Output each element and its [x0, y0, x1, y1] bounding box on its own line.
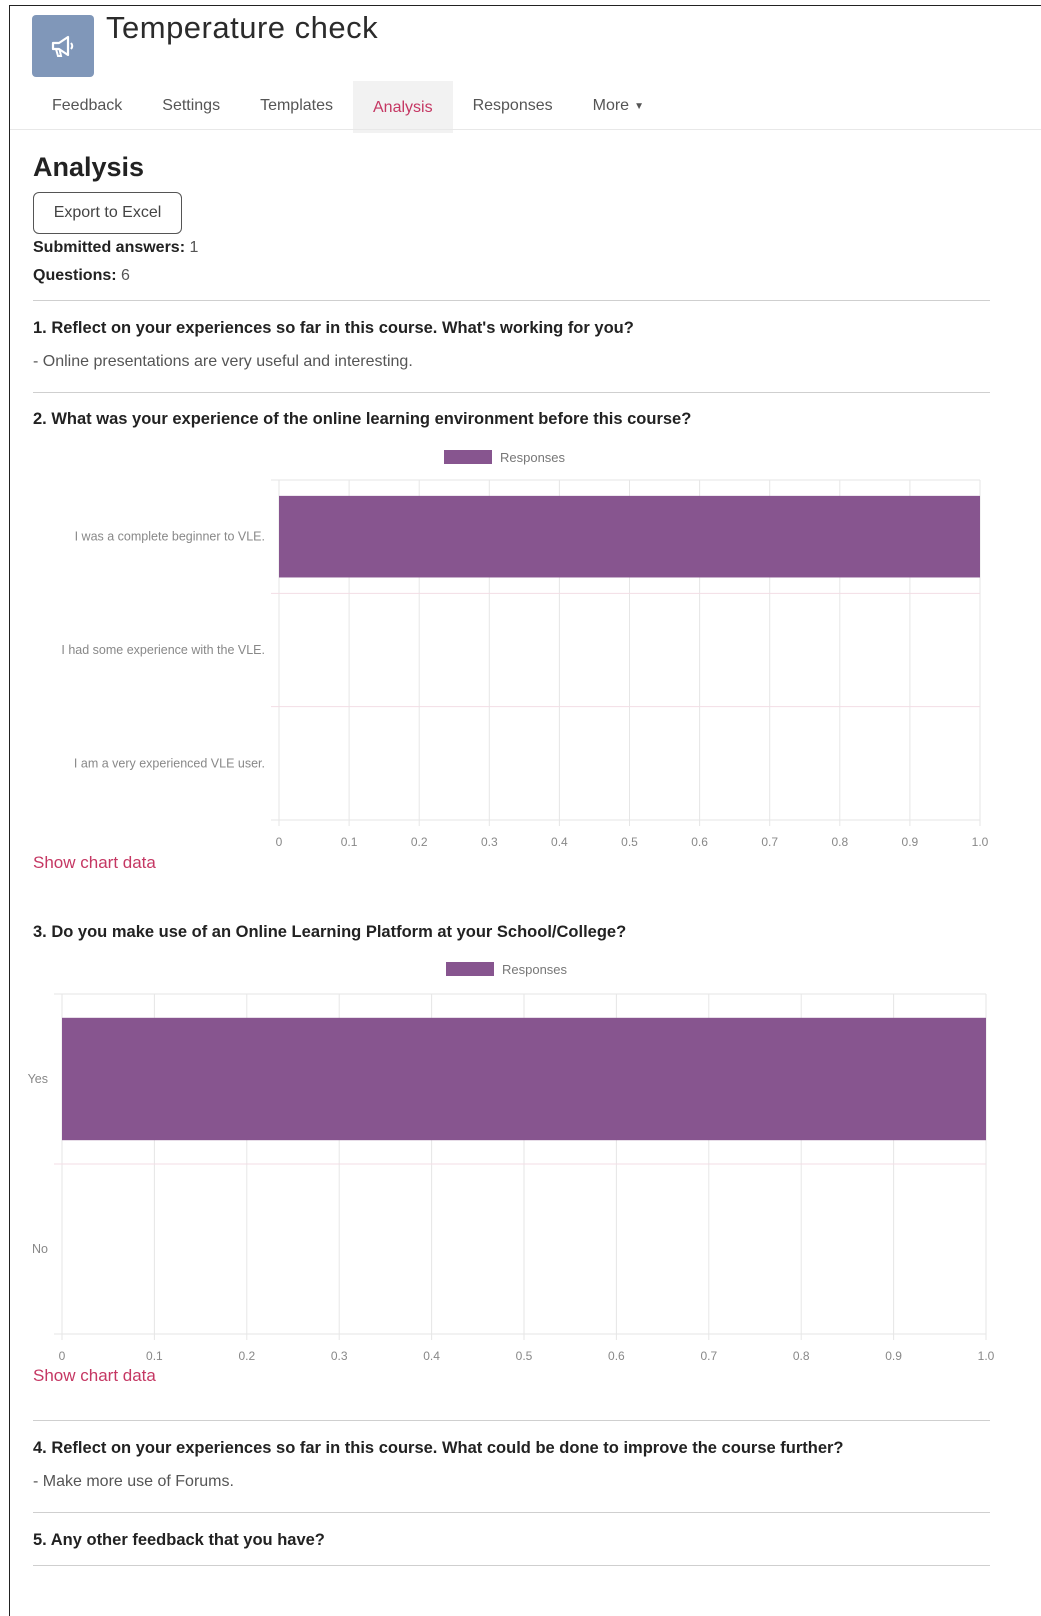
- tab-label: Analysis: [373, 99, 433, 116]
- legend-label: Responses: [502, 962, 568, 977]
- chevron-down-icon: ▼: [634, 100, 644, 112]
- x-tick-label: 0.1: [146, 1349, 163, 1363]
- y-category-label: I am a very experienced VLE user.: [74, 756, 265, 770]
- x-tick-label: 0.5: [621, 835, 638, 849]
- x-tick-label: 0.5: [516, 1349, 533, 1363]
- bar-chart-svg: Responses 0 0.1 0.2 0.3 0.4 0.5 0.6 0.7 0.8 0.9 1.0…: [61, 450, 989, 849]
- x-tick-label: 1.0: [978, 1349, 995, 1363]
- tab-templates[interactable]: Templates: [240, 81, 353, 131]
- legend-label: Responses: [500, 450, 566, 465]
- tab-label: Templates: [260, 97, 333, 114]
- secondary-navigation: Feedback Settings Templates Analysis Res…: [32, 81, 664, 133]
- tab-settings[interactable]: Settings: [142, 81, 240, 131]
- x-tick-label: 0.3: [481, 835, 498, 849]
- tabs-divider: [10, 129, 1041, 130]
- y-category-label: I was a complete beginner to VLE.: [75, 530, 265, 544]
- x-tick-label: 0: [59, 1349, 66, 1363]
- questions-count: Questions: 6: [33, 267, 130, 285]
- legend-swatch: [444, 450, 492, 464]
- x-tick-label: 0.2: [411, 835, 428, 849]
- show-chart-data-link[interactable]: Show chart data: [33, 1366, 156, 1385]
- section-heading: Analysis: [33, 152, 145, 182]
- question-3-title: 3. Do you make use of an Online Learning…: [33, 923, 627, 941]
- divider: [33, 1512, 990, 1513]
- tab-responses[interactable]: Responses: [453, 81, 573, 131]
- bar: [279, 495, 980, 578]
- legend-swatch: [446, 962, 494, 976]
- divider: [33, 300, 990, 301]
- question-1-answer: - Online presentations are very useful a…: [33, 353, 413, 370]
- question-3-chart: Responses 0 0.1 0.2 0.3 0.4 0.5 0.6 0.7 0.8 0.9 1.0…: [12, 952, 997, 1377]
- x-tick-label: 0.9: [885, 1349, 902, 1363]
- tab-label: Feedback: [52, 97, 123, 114]
- question-1-title: 1. Reflect on your experiences so far in…: [33, 319, 634, 337]
- y-category-label: I had some experience with the VLE.: [61, 643, 265, 657]
- page-title: Temperature check: [106, 10, 379, 45]
- megaphone-icon: [32, 15, 94, 77]
- question-2-chart: Responses 0 0.1 0.2 0.3 0.4 0.5 0.6 0.7 0.8 0.9 1.0…: [12, 440, 997, 865]
- x-tick-label: 0.7: [761, 835, 778, 849]
- show-chart-data-link[interactable]: Show chart data: [33, 853, 156, 872]
- divider: [33, 1420, 990, 1421]
- divider: [33, 1565, 990, 1566]
- x-tick-label: 0.8: [831, 835, 848, 849]
- feedback-activity-page: Temperature check Feedback Settings Temp…: [9, 5, 1041, 1616]
- x-tick-label: 0: [276, 835, 283, 849]
- bar-chart-svg: Responses 0 0.1 0.2 0.3 0.4 0.5 0.6 0.7 0.8 0.9 1.0…: [28, 962, 995, 1363]
- questions-count-value: 6: [121, 267, 130, 284]
- x-tick-label: 0.7: [700, 1349, 717, 1363]
- divider: [33, 392, 990, 393]
- x-tick-label: 0.2: [238, 1349, 255, 1363]
- tab-label: Settings: [162, 97, 221, 114]
- x-tick-label: 1.0: [972, 835, 989, 849]
- question-4-answer: - Make more use of Forums.: [33, 1473, 234, 1490]
- x-tick-label: 0.4: [423, 1349, 440, 1363]
- x-tick-label: 0.9: [902, 835, 919, 849]
- tab-feedback[interactable]: Feedback: [32, 81, 142, 131]
- export-to-excel-button[interactable]: Export to Excel: [33, 192, 182, 234]
- submitted-answers: Submitted answers: 1: [33, 239, 198, 257]
- x-tick-label: 0.6: [608, 1349, 625, 1363]
- bar: [62, 1017, 986, 1141]
- x-tick-label: 0.1: [341, 835, 358, 849]
- x-tick-label: 0.4: [551, 835, 568, 849]
- tab-label: Responses: [472, 97, 553, 114]
- question-2-title: 2. What was your experience of the onlin…: [33, 410, 692, 428]
- y-category-label: Yes: [28, 1072, 48, 1086]
- submitted-answers-value: 1: [189, 239, 199, 256]
- tab-label: More: [592, 97, 630, 114]
- y-category-label: No: [32, 1242, 48, 1256]
- tab-analysis[interactable]: Analysis: [353, 81, 453, 133]
- question-4-title: 4. Reflect on your experiences so far in…: [33, 1439, 844, 1457]
- questions-count-label: Questions:: [33, 267, 117, 284]
- x-tick-label: 0.6: [691, 835, 708, 849]
- tab-more[interactable]: More ▼: [573, 81, 664, 131]
- x-tick-label: 0.8: [793, 1349, 810, 1363]
- submitted-answers-label: Submitted answers:: [33, 239, 186, 256]
- question-5-title: 5. Any other feedback that you have?: [33, 1531, 325, 1549]
- x-tick-label: 0.3: [331, 1349, 348, 1363]
- page-header: Temperature check: [32, 10, 378, 78]
